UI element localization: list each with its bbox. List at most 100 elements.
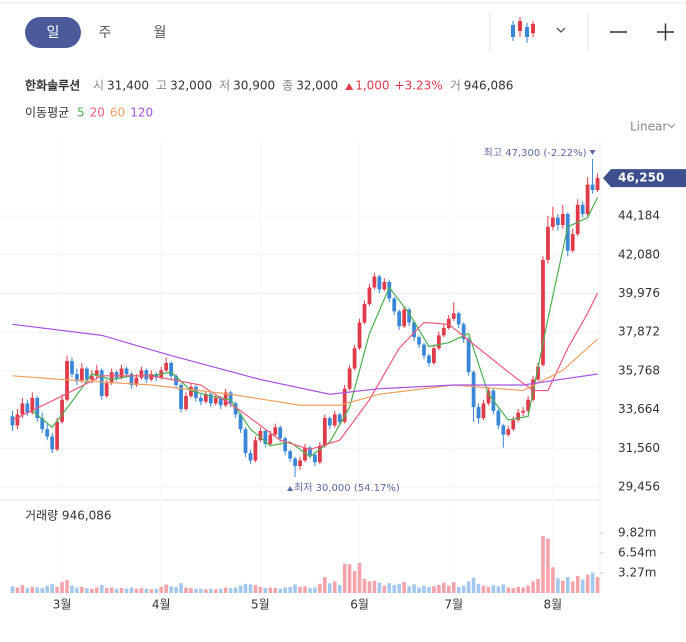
volume-bar [303, 586, 307, 593]
volume-bar [70, 585, 74, 593]
candle-body [119, 368, 124, 378]
candle-body [198, 397, 203, 402]
volume-bar [164, 584, 168, 593]
legend-entry: 5 [77, 106, 85, 120]
candle-body [436, 335, 441, 349]
volume-bar [20, 585, 25, 593]
volume-bar [590, 572, 595, 593]
candle-body [169, 362, 174, 376]
volume-bar [551, 567, 555, 593]
volume-bar [139, 588, 144, 593]
chart-type-icon[interactable] [511, 17, 535, 43]
candle-body [511, 419, 516, 430]
quote-text: 30,900 [233, 79, 275, 93]
candle-body [432, 348, 436, 363]
volume-bar [323, 577, 327, 593]
candle-body [20, 403, 25, 415]
volume-bar [456, 586, 461, 593]
volume-bar [442, 582, 446, 593]
candle-body [313, 454, 317, 463]
volume-bar [466, 581, 471, 593]
volume-bar [288, 586, 292, 593]
volume-bar [94, 587, 99, 593]
volume-bar [367, 581, 372, 593]
scale-chevron[interactable] [667, 123, 676, 129]
candle-body [99, 370, 104, 397]
candle-body [84, 368, 89, 380]
volume-bar [298, 586, 302, 593]
candle-body [327, 418, 332, 426]
candle-body [555, 217, 560, 225]
tab[interactable]: 월 [154, 25, 167, 41]
stock-name: 한화솔루션 [25, 78, 80, 93]
candle-body [377, 276, 382, 290]
tab-active[interactable] [25, 17, 81, 48]
volume-bar [526, 585, 530, 593]
volume-bar [10, 586, 15, 593]
ma-line [31, 197, 599, 458]
volume-bar [575, 575, 580, 593]
volume-bar [347, 564, 352, 593]
candle-body [347, 368, 352, 389]
quote-text: 고 [156, 79, 167, 93]
volume-bar [233, 587, 238, 593]
dropdown-icon[interactable] [556, 27, 566, 33]
high-marker [589, 150, 596, 155]
candle-body [526, 399, 530, 411]
candle-body [422, 344, 426, 356]
low-marker [287, 486, 294, 491]
scale-select[interactable]: Linear [630, 120, 667, 134]
volume-bar [60, 581, 64, 593]
volume-bar [451, 581, 456, 593]
volume-bar [35, 587, 40, 593]
volume-bar [159, 586, 164, 593]
candle-body [317, 445, 322, 463]
volume-bar [209, 588, 213, 593]
candle-body [109, 372, 114, 384]
volume-bar [184, 587, 188, 593]
volume-bar [412, 584, 416, 593]
volume-bar [427, 586, 431, 593]
volume-bar [382, 585, 387, 593]
candle-body [570, 234, 575, 251]
candle-body [114, 372, 119, 378]
candle-body [55, 421, 59, 450]
volume-bar [129, 587, 134, 593]
candle-body [402, 309, 407, 327]
volume-bar [80, 586, 84, 593]
volume-bar [174, 586, 178, 593]
candle-body [45, 429, 50, 437]
volume-bar [372, 580, 377, 593]
volume-bar [104, 588, 109, 593]
zoom-in[interactable] [657, 23, 674, 41]
quote-text: 저 [219, 79, 230, 93]
volume-bar [253, 585, 258, 593]
volume-bar [189, 588, 193, 593]
volume-bar [516, 586, 520, 593]
volume-bar [422, 585, 426, 593]
candle-body [352, 348, 357, 369]
candle-body [362, 304, 367, 323]
candle-body [104, 383, 109, 397]
candle-body [322, 418, 327, 446]
volume-bar [377, 582, 382, 593]
candle-body [546, 226, 550, 260]
volume-bar [461, 585, 466, 593]
tab[interactable]: 일 [47, 25, 60, 41]
tab[interactable]: 주 [99, 25, 112, 41]
last-price-label: 46,250 [618, 171, 664, 185]
candle-body [40, 418, 45, 430]
volume-bar [352, 570, 357, 593]
volume-bar [25, 588, 30, 593]
candle-body [501, 425, 506, 435]
volume-bar [154, 588, 159, 593]
volume-bar [273, 588, 278, 593]
candle-body [184, 396, 188, 409]
volume-bar [40, 588, 45, 593]
candle-body [10, 416, 15, 426]
candle-body [258, 431, 263, 441]
candle-body [387, 282, 392, 299]
candle-body [451, 313, 456, 319]
candle-body [417, 337, 421, 345]
